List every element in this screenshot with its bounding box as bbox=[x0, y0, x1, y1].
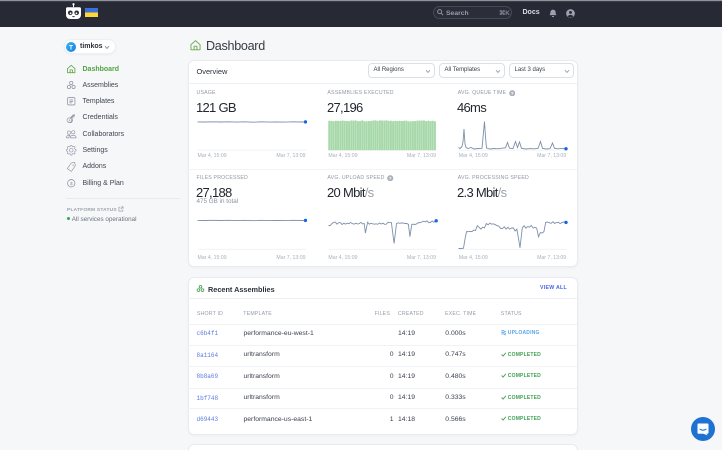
svg-text:$: $ bbox=[70, 181, 73, 187]
svg-text:?: ? bbox=[511, 91, 514, 96]
svg-text:?: ? bbox=[389, 176, 392, 181]
svg-text:T: T bbox=[69, 44, 73, 51]
